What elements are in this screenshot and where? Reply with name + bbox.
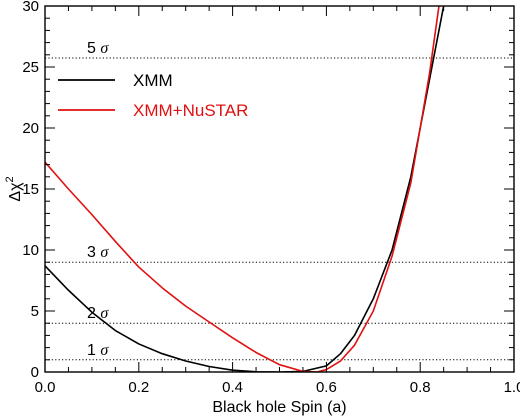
y-axis-label: Δχ2 [4, 176, 24, 201]
sigma-label-symbol: σ [100, 244, 109, 261]
sigma-label-1: 1 σ [87, 342, 109, 359]
sigma-label-number: 3 [87, 244, 100, 261]
y-tick-label: 5 [31, 303, 39, 320]
y-tick-label: 30 [22, 0, 39, 15]
y-tick-label: 15 [22, 181, 39, 198]
legend-label-1: XMM+NuSTAR [133, 101, 248, 120]
sigma-labels-group: 1 σ2 σ3 σ5 σ [87, 40, 109, 359]
y-tick-label: 10 [22, 242, 39, 259]
sigma-label-5: 5 σ [87, 40, 109, 57]
x-tick-label: 0.8 [410, 379, 431, 396]
x-tick-label: 0.2 [128, 379, 149, 396]
sigma-label-2: 2 σ [87, 305, 109, 322]
sigma-label-number: 5 [87, 40, 100, 57]
tick-labels-group: 0.00.20.40.60.81.0051015202530 [22, 0, 520, 396]
y-axis-label-base: Δχ [7, 182, 24, 202]
plot-frame [44, 5, 515, 373]
sigma-label-symbol: σ [100, 305, 109, 322]
y-tick-label: 0 [31, 364, 39, 381]
legend: XMM XMM+NuSTAR [58, 71, 248, 120]
sigma-label-3: 3 σ [87, 244, 109, 261]
sigma-lines-group [45, 57, 514, 361]
legend-label-0: XMM [133, 71, 173, 90]
x-tick-label: 0.0 [35, 379, 56, 396]
sigma-label-symbol: σ [100, 342, 109, 359]
x-tick-label: 0.4 [222, 379, 243, 396]
y-tick-label: 20 [22, 120, 39, 137]
ticks-group [44, 5, 515, 373]
sigma-label-number: 1 [87, 342, 100, 359]
sigma-label-symbol: σ [100, 40, 109, 57]
x-tick-label: 1.0 [504, 379, 520, 396]
x-tick-label: 0.6 [316, 379, 337, 396]
series-line-1 [45, 6, 440, 372]
y-tick-label: 25 [22, 59, 39, 76]
sigma-label-number: 2 [87, 305, 100, 322]
y-axis-label-superscript: 2 [4, 176, 16, 182]
x-axis-label: Black hole Spin (a) [212, 399, 346, 416]
